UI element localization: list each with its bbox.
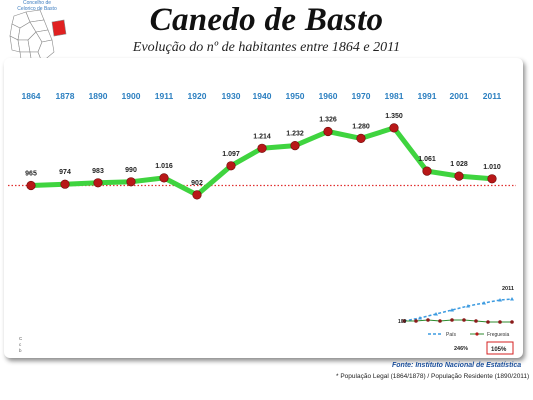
data-point-1911 — [159, 173, 169, 183]
data-point-1890 — [93, 178, 103, 188]
x-tick-label-1911: 1911 — [155, 91, 174, 101]
x-tick-label-1981: 1981 — [385, 91, 404, 101]
side-letter-c2: c — [19, 342, 22, 347]
data-label-1900: 990 — [125, 167, 137, 174]
legend-pais-label: País — [446, 332, 457, 338]
inset-pais-point-1 — [434, 312, 438, 316]
inset-series-freguesia — [404, 319, 512, 323]
data-label-1970: 1.280 — [352, 123, 370, 130]
x-tick-label-1940: 1940 — [253, 91, 272, 101]
inset-freguesia-point-7 — [486, 320, 490, 324]
data-label-1911: 1.016 — [155, 163, 173, 170]
page-subtitle: Evolução do nº de habitantes entre 1864 … — [132, 40, 401, 55]
inset-freguesia-point-6 — [474, 319, 478, 323]
inset-freguesia-point-8 — [498, 320, 502, 324]
inset-comparison-chart: 2011 100 País Freguesia 246% 105% — [398, 286, 514, 355]
map-caption: Concelho de Celorico de Basto — [14, 0, 60, 12]
x-tick-label-1878: 1878 — [56, 91, 75, 101]
data-label-1920: 902 — [191, 180, 203, 187]
inset-pais-point-6 — [510, 297, 514, 301]
data-point-1864 — [26, 180, 36, 191]
page-title: Canedo de Basto — [149, 2, 384, 38]
legend-freguesia-marker — [475, 332, 479, 336]
data-point-1991 — [422, 166, 432, 176]
data-label-1950: 1.232 — [286, 131, 304, 138]
x-tick-label-1950: 1950 — [286, 91, 305, 101]
data-point-1981 — [389, 123, 399, 133]
map-caption-line1: Concelho de — [22, 0, 52, 6]
source-note: Fonte: Instituto Nacional de Estatística — [392, 362, 522, 369]
data-label-2011: 1.010 — [483, 164, 501, 171]
side-letter-c: C — [19, 336, 23, 341]
inset-value-a: 246% — [454, 346, 468, 352]
inset-pais-point-5 — [498, 298, 502, 302]
data-label-1981: 1.350 — [385, 113, 403, 120]
inset-start-label: 100 — [398, 319, 407, 325]
inset-value-b-box — [486, 341, 514, 355]
x-tick-label-2011: 2011 — [483, 91, 502, 101]
x-tick-label-1920: 1920 — [188, 91, 207, 101]
inset-year-label: 2011 — [502, 286, 514, 292]
inset-freguesia-point-3 — [438, 319, 442, 323]
data-point-1950 — [290, 141, 300, 151]
inset-freguesia-point-1 — [414, 319, 418, 323]
map-highlight-canedo — [51, 19, 67, 37]
x-tick-label-1960: 1960 — [319, 91, 338, 101]
data-point-1930 — [226, 161, 236, 171]
data-label-1930: 1.097 — [222, 151, 240, 158]
data-point-1900 — [126, 177, 136, 187]
data-label-1991: 1.061 — [418, 156, 436, 163]
inset-freguesia-point-5 — [462, 318, 466, 322]
data-point-1878 — [60, 179, 70, 189]
municipality-map — [9, 9, 67, 75]
inset-value-b: 105% — [491, 347, 507, 353]
inset-freguesia-point-0 — [402, 319, 406, 323]
data-point-1920 — [192, 190, 202, 200]
data-point-1960 — [323, 126, 333, 137]
data-label-1864: 965 — [25, 171, 37, 178]
inset-freguesia-point-9 — [510, 320, 514, 324]
chart-panel — [4, 58, 523, 358]
data-point-1940 — [257, 143, 267, 153]
x-tick-label-1970: 1970 — [352, 91, 371, 101]
side-letter-b: b — [19, 348, 22, 353]
inset-freguesia-point-4 — [450, 318, 454, 322]
x-tick-label-1890: 1890 — [89, 91, 108, 101]
inset-freguesia-point-2 — [426, 318, 430, 322]
inset-pais-point-0 — [418, 316, 422, 320]
inset-pais-point-4 — [482, 301, 486, 305]
x-tick-label-1991: 1991 — [418, 91, 437, 101]
data-label-1960: 1.326 — [319, 117, 337, 124]
population-footnote: * População Legal (1864/1878) / Populaçã… — [336, 373, 530, 380]
x-tick-label-2001: 2001 — [450, 91, 469, 101]
inset-series-pais — [403, 298, 513, 322]
inset-pais-point-2 — [450, 308, 454, 312]
data-label-1890: 983 — [92, 168, 104, 175]
x-tick-label-1930: 1930 — [222, 91, 241, 101]
data-label-1878: 974 — [59, 169, 71, 176]
x-tick-label-1900: 1900 — [122, 91, 141, 101]
data-point-2001 — [454, 171, 464, 181]
map-caption-line2: Celorico de Basto — [17, 5, 57, 12]
data-label-2001: 1 028 — [450, 161, 468, 168]
data-point-1970 — [356, 133, 366, 143]
data-point-2011 — [487, 174, 497, 184]
data-label-1940: 1.214 — [253, 133, 271, 140]
legend-freguesia-label: Freguesia — [487, 332, 509, 338]
inset-pais-point-3 — [466, 304, 470, 308]
x-tick-label-1864: 1864 — [22, 91, 41, 101]
